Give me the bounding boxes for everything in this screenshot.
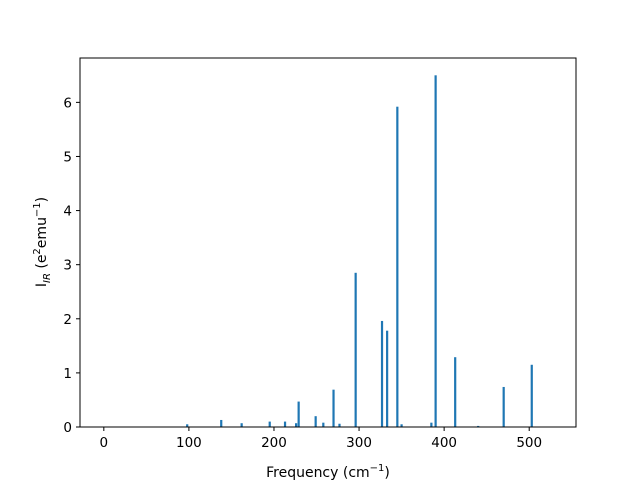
x-axis-label: Frequency (cm−1) [266, 463, 390, 480]
bar [220, 419, 223, 427]
y-tick-label: 4 [63, 204, 72, 220]
bar [295, 423, 298, 427]
y-tick-label: 6 [63, 95, 72, 111]
bar [434, 75, 437, 427]
bar [338, 423, 341, 427]
bar [186, 424, 189, 427]
bar [297, 401, 300, 427]
bar [268, 421, 271, 427]
bar [283, 421, 287, 427]
y-tick-label: 5 [63, 149, 72, 165]
y-axis-label: IIR (e2emu−1) [32, 197, 53, 287]
y-tick-label: 0 [63, 420, 72, 436]
bar [386, 330, 389, 427]
bar [354, 272, 357, 427]
bar [502, 386, 505, 427]
x-tick-label: 0 [100, 435, 109, 451]
bar [530, 364, 533, 427]
x-tick-label: 500 [516, 435, 542, 451]
bar [396, 106, 399, 427]
y-tick-label: 3 [63, 258, 72, 274]
x-tick-label: 400 [431, 435, 457, 451]
bar [314, 416, 317, 427]
x-tick-label: 300 [346, 435, 372, 451]
bar [240, 423, 243, 427]
x-tick-label: 100 [176, 435, 202, 451]
y-tick-label: 1 [63, 366, 72, 382]
bar [332, 389, 335, 427]
x-axis-ticks: 0 100 200 300 400 500 [100, 427, 542, 451]
plot-area-frame [79, 57, 577, 428]
bar [477, 425, 480, 427]
bar [400, 424, 403, 427]
bars-group [186, 75, 533, 427]
bar [380, 320, 384, 427]
y-axis-ticks: 0 1 2 3 4 5 6 [63, 95, 80, 436]
bar [430, 422, 433, 427]
bar [322, 422, 325, 427]
x-tick-label: 200 [261, 435, 287, 451]
y-tick-label: 2 [63, 312, 72, 328]
bar [454, 357, 457, 427]
